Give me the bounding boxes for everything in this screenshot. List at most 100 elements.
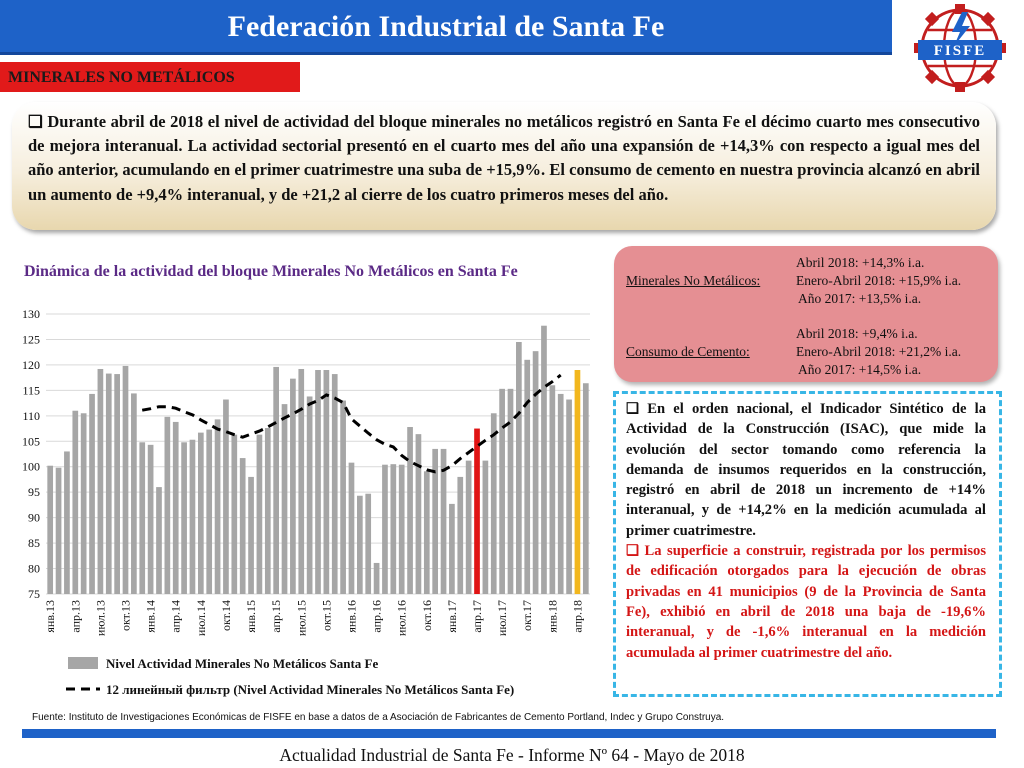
x-tick-label: окт.17 <box>520 600 534 631</box>
bar <box>524 359 531 594</box>
summary-panel <box>614 246 998 382</box>
x-tick-label: июл.15 <box>294 600 308 636</box>
footer-text: Actualidad Industrial de Santa Fe - Info… <box>279 745 745 765</box>
bar <box>499 388 505 594</box>
bar <box>574 370 581 594</box>
x-tick-label: июл.16 <box>395 600 409 636</box>
bar <box>457 476 464 594</box>
bar <box>131 393 137 594</box>
source-note: Fuente: Instituto de Investigaciones Eco… <box>32 712 725 723</box>
bar <box>390 464 397 594</box>
y-tick-label: 115 <box>22 383 40 397</box>
bar <box>331 374 338 594</box>
bar <box>482 460 489 594</box>
bar <box>490 413 497 594</box>
y-tick-label: 80 <box>28 562 40 576</box>
bar <box>281 404 288 594</box>
bar <box>474 428 480 594</box>
bar <box>373 562 380 594</box>
bullet-icon: ❑ <box>626 401 640 417</box>
y-tick-label: 105 <box>22 434 40 448</box>
x-axis-ticks: янв.13 апр.13 июл.13 окт.13 янв.14 апр.14 июл.… <box>43 600 584 636</box>
x-tick-label: окт.13 <box>119 600 133 631</box>
cemento-line3: Año 2017: +14,5% i.a. <box>798 362 922 377</box>
y-tick-label: 100 <box>22 460 40 474</box>
bar <box>532 351 539 594</box>
y-tick-label: 125 <box>22 332 40 346</box>
section-tag <box>0 62 300 92</box>
cemento-label: Consumo de Cemento: <box>626 344 750 359</box>
bar <box>298 368 305 594</box>
bar <box>323 370 330 594</box>
bar <box>557 393 564 594</box>
bar <box>172 421 179 594</box>
legend-line-label: 12 линейный фильтр (Nivel Actividad Mine… <box>106 682 514 697</box>
bar <box>423 471 430 594</box>
x-tick-label: июл.13 <box>93 600 107 636</box>
bar <box>290 378 296 594</box>
intro-panel <box>12 102 996 230</box>
bar <box>206 429 213 594</box>
y-tick-label: 85 <box>28 536 40 550</box>
x-tick-label: янв.13 <box>43 600 57 633</box>
y-tick-label: 75 <box>28 587 40 601</box>
bar <box>64 451 70 594</box>
minerales-line2: Enero-Abril 2018: +15,9% i.a. <box>796 273 962 288</box>
bar <box>189 439 196 594</box>
bar <box>239 458 246 594</box>
bar <box>164 416 171 594</box>
trend-series <box>141 373 562 474</box>
bar <box>248 476 254 594</box>
x-tick-label: апр.18 <box>570 600 584 633</box>
bar <box>72 410 79 594</box>
minerales-line1: Abril 2018: +14,3% i.a. <box>796 255 925 270</box>
bar <box>197 432 204 594</box>
chart-title: Dinámica de la actividad del bloque Mine… <box>24 263 518 280</box>
bar <box>147 444 154 594</box>
y-axis-ticks: 75 80 85 90 95 100 105 110 115 120 125 130 <box>22 307 40 601</box>
isac-paragraph: ❑ En el orden nacional, el Indicador Sin… <box>626 399 986 541</box>
x-tick-label: окт.16 <box>420 600 434 631</box>
section-label: MINERALES NO METÁLICOS <box>8 69 235 86</box>
bar <box>315 370 321 594</box>
activity-chart: 75 80 85 90 95 100 105 110 115 120 125 130 янв.13 ап… <box>22 307 590 697</box>
bar <box>566 399 572 594</box>
bar <box>357 495 363 594</box>
bar <box>306 396 313 594</box>
bar <box>365 493 372 594</box>
bar <box>223 399 229 594</box>
cemento-line1: Abril 2018: +9,4% i.a. <box>796 326 918 341</box>
bar <box>432 448 439 594</box>
bar <box>440 448 447 594</box>
legend-bar-label: Nivel Actividad Minerales No Metálicos S… <box>106 656 378 671</box>
minerales-line3: Año 2017: +13,5% i.a. <box>798 291 922 306</box>
y-tick-label: 130 <box>22 307 40 321</box>
bar <box>407 427 413 594</box>
x-tick-label: янв.18 <box>545 600 559 633</box>
bar <box>114 374 120 594</box>
bar <box>214 419 221 594</box>
bar <box>231 434 238 594</box>
bar <box>89 393 95 594</box>
bar <box>156 487 162 594</box>
bar <box>398 464 405 594</box>
bar <box>340 400 346 594</box>
x-tick-label: апр.17 <box>470 600 484 633</box>
x-tick-label: янв.15 <box>244 600 258 633</box>
bar <box>122 365 129 594</box>
bar <box>256 434 263 594</box>
page-title: Federación Industrial de Santa Fe <box>227 10 665 43</box>
footer-bar <box>22 729 996 738</box>
chart-legend: Nivel Actividad Minerales No Metálicos S… <box>66 656 514 697</box>
bar <box>541 325 547 594</box>
bar <box>449 503 455 594</box>
bar <box>415 434 422 594</box>
bullet-icon: ❑ <box>28 112 43 131</box>
y-tick-label: 90 <box>28 511 40 525</box>
bar <box>549 385 556 594</box>
bar <box>47 465 54 594</box>
x-tick-label: апр.15 <box>269 600 283 633</box>
bar <box>139 442 146 594</box>
x-tick-label: окт.14 <box>219 600 233 631</box>
bar <box>465 460 472 594</box>
